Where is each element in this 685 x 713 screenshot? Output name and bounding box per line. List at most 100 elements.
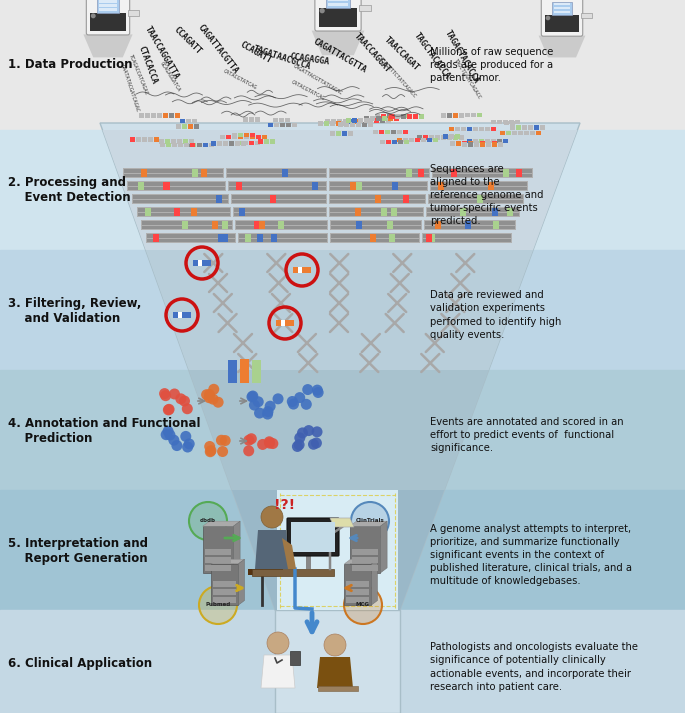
Bar <box>330 195 425 198</box>
Bar <box>262 135 266 140</box>
Bar <box>342 121 347 125</box>
Bar <box>228 181 327 191</box>
Bar <box>249 118 254 122</box>
Bar <box>329 131 334 136</box>
Bar <box>393 114 399 118</box>
Bar <box>347 581 369 587</box>
Bar <box>211 141 216 145</box>
Bar <box>203 143 208 148</box>
Bar <box>319 8 357 27</box>
Bar <box>473 142 479 147</box>
Bar <box>329 220 422 230</box>
Bar <box>491 127 496 131</box>
Text: CTACACCA: CTACACCA <box>137 45 159 86</box>
Bar <box>278 221 284 229</box>
Bar <box>229 187 326 190</box>
Bar <box>185 143 190 148</box>
Bar <box>528 125 534 130</box>
Bar <box>138 212 230 216</box>
Bar <box>349 182 356 190</box>
Bar <box>455 127 460 131</box>
Circle shape <box>163 404 174 416</box>
Bar <box>0 0 685 130</box>
Bar <box>355 119 360 123</box>
Bar <box>500 130 505 135</box>
Bar <box>347 589 369 595</box>
Bar <box>379 140 384 145</box>
Text: TAGACTACACCA: TAGACTACACCA <box>443 29 481 86</box>
Bar <box>192 169 198 177</box>
Bar <box>456 134 460 138</box>
Bar <box>449 127 454 131</box>
Bar <box>127 181 226 191</box>
Bar <box>429 234 435 242</box>
Bar <box>429 200 523 203</box>
Polygon shape <box>317 657 353 688</box>
Text: Events are annotated and scored in an
effort to predict events of  functional
si: Events are annotated and scored in an ef… <box>430 417 623 453</box>
Bar <box>258 139 264 143</box>
Bar <box>205 557 232 563</box>
Bar <box>238 208 245 216</box>
Circle shape <box>160 390 171 401</box>
Bar <box>331 239 419 242</box>
Bar <box>212 221 219 229</box>
Bar <box>397 130 401 134</box>
Bar <box>223 141 227 145</box>
FancyBboxPatch shape <box>86 0 129 35</box>
Bar <box>422 233 512 243</box>
Bar <box>238 135 242 140</box>
Bar <box>473 139 478 143</box>
Polygon shape <box>371 559 377 605</box>
Polygon shape <box>380 521 387 573</box>
Bar <box>178 312 182 318</box>
Bar <box>136 207 231 217</box>
Bar <box>480 141 485 145</box>
Bar <box>347 131 353 136</box>
Bar <box>214 581 236 587</box>
Bar <box>268 123 273 128</box>
Text: CCAGATT: CCAGATT <box>173 26 203 56</box>
Text: 3. Filtering, Review,
    and Validation: 3. Filtering, Review, and Validation <box>8 297 141 325</box>
Bar <box>356 123 361 127</box>
Bar <box>90 13 125 31</box>
Circle shape <box>319 8 325 14</box>
Polygon shape <box>146 250 533 370</box>
Bar <box>345 564 371 605</box>
Bar <box>312 182 318 190</box>
Bar <box>497 142 503 147</box>
Circle shape <box>179 396 190 406</box>
Bar <box>236 182 242 190</box>
Bar <box>409 138 414 142</box>
Bar <box>368 118 373 123</box>
Bar <box>347 597 369 603</box>
Bar <box>232 133 237 138</box>
Bar <box>479 142 484 147</box>
Bar <box>223 234 228 242</box>
Bar <box>441 113 446 118</box>
Circle shape <box>312 384 323 396</box>
Bar <box>225 168 327 178</box>
Bar <box>435 221 440 229</box>
Text: ClinTrials: ClinTrials <box>356 518 384 523</box>
Bar <box>493 208 499 216</box>
Circle shape <box>253 396 264 407</box>
Bar <box>177 139 182 144</box>
Bar <box>271 139 275 143</box>
Bar <box>349 119 354 123</box>
Text: CCAGATT: CCAGATT <box>238 41 273 66</box>
Bar <box>346 118 351 123</box>
Bar <box>553 3 571 5</box>
Bar <box>153 138 159 142</box>
Text: CATACGTATCAG: CATACGTATCAG <box>222 68 258 90</box>
Bar <box>330 233 420 243</box>
Bar <box>387 221 393 229</box>
Bar <box>429 195 523 198</box>
Bar <box>364 118 369 123</box>
Bar <box>279 118 284 122</box>
Text: Millions of raw sequence
reads are produced for a
patient tumor.: Millions of raw sequence reads are produ… <box>430 47 553 83</box>
Circle shape <box>161 429 172 440</box>
Circle shape <box>311 438 322 448</box>
Bar <box>388 116 393 121</box>
Circle shape <box>159 388 170 399</box>
Bar <box>382 114 386 118</box>
